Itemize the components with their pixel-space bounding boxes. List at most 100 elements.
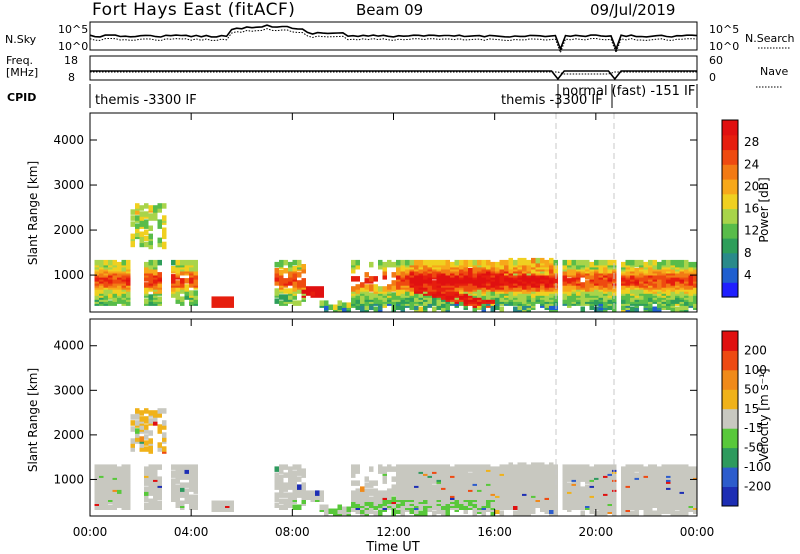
power-cell xyxy=(531,282,536,288)
power-cell xyxy=(423,278,428,284)
power-cell xyxy=(666,259,671,266)
power-cell xyxy=(355,259,360,266)
power-cell xyxy=(486,270,491,276)
power-cell xyxy=(553,259,558,266)
power-cell xyxy=(279,270,284,276)
velocity-cell xyxy=(382,490,387,496)
power-cell xyxy=(450,261,455,268)
velocity-cell xyxy=(549,462,554,468)
power-cell xyxy=(148,233,153,240)
velocity-cell xyxy=(121,502,126,508)
power-cell xyxy=(175,298,180,304)
velocity-cell xyxy=(148,468,153,474)
colorbar-swatch xyxy=(722,238,738,254)
velocity-cell xyxy=(148,444,153,450)
velocity-cell xyxy=(517,508,522,514)
velocity-cell xyxy=(135,436,140,442)
freq-left-bottom-tick: 8 xyxy=(68,71,75,84)
velocity-cell xyxy=(679,464,684,470)
velocity-cell xyxy=(279,498,284,504)
velocity-cell xyxy=(513,464,518,470)
power-cell xyxy=(517,304,522,310)
velocity-cell xyxy=(355,468,360,474)
nsearch-trace xyxy=(89,28,698,54)
velocity-cell xyxy=(648,464,653,470)
power-cell xyxy=(360,286,365,292)
velocity-cell xyxy=(603,470,608,476)
velocity-cell xyxy=(184,482,189,488)
velocity-cell xyxy=(396,478,401,484)
power-cell xyxy=(229,296,234,302)
power-cell xyxy=(193,270,198,276)
velocity-cell xyxy=(666,508,671,514)
velocity-cell xyxy=(99,464,104,470)
velocity-cell xyxy=(94,492,99,498)
velocity-cell xyxy=(369,508,374,514)
power-cell xyxy=(144,298,149,304)
velocity-cell xyxy=(157,446,162,452)
velocity-cell xyxy=(459,464,464,470)
velocity-cell xyxy=(679,494,684,500)
velocity-cell xyxy=(594,464,599,470)
power-cell xyxy=(432,270,437,276)
velocity-cell xyxy=(441,510,446,516)
power-cell xyxy=(351,296,356,302)
power-cell xyxy=(189,266,194,272)
colorbar-swatch xyxy=(722,267,738,283)
power-cell xyxy=(571,294,576,300)
velocity-cell xyxy=(292,504,297,510)
power-cell xyxy=(603,266,608,272)
velocity-cell xyxy=(153,464,158,470)
power-cell xyxy=(580,306,585,312)
velocity-cell xyxy=(157,424,162,430)
power-cell xyxy=(445,259,450,266)
velocity-cell xyxy=(472,476,477,482)
velocity-cell xyxy=(589,490,594,496)
power-cell xyxy=(364,272,369,278)
power-cell xyxy=(351,276,356,282)
velocity-cell xyxy=(157,500,162,506)
power-cell xyxy=(355,288,360,294)
velocity-cell xyxy=(409,464,414,470)
velocity-cell xyxy=(171,496,176,502)
power-cell xyxy=(193,266,198,272)
station-title: Fort Hays East (fitACF) xyxy=(92,0,295,20)
velocity-cell xyxy=(139,446,144,452)
power-cell xyxy=(378,304,383,310)
velocity-cell xyxy=(328,508,333,514)
velocity-cell xyxy=(144,408,149,414)
velocity-cell xyxy=(121,496,126,502)
velocity-cell xyxy=(144,490,149,496)
power-cell xyxy=(391,280,396,286)
velocity-cell xyxy=(144,502,149,508)
velocity-cell xyxy=(94,464,99,470)
freq-label-line1: Freq. xyxy=(6,54,33,67)
velocity-cell xyxy=(684,464,689,470)
power-cell xyxy=(630,306,635,312)
power-cell xyxy=(283,259,288,266)
colorbar-swatch xyxy=(722,486,738,507)
velocity-cell xyxy=(567,482,572,488)
power-cell xyxy=(148,264,153,270)
power-cell xyxy=(634,268,639,274)
power-cell xyxy=(436,259,441,266)
velocity-cell xyxy=(486,498,491,504)
power-cell xyxy=(288,261,293,268)
velocity-cell xyxy=(175,502,180,508)
colorbar-tick-label: 8 xyxy=(744,246,752,260)
velocity-cell xyxy=(553,464,558,470)
power-cell xyxy=(423,304,428,310)
velocity-cell xyxy=(549,508,554,514)
power-cell xyxy=(594,278,599,284)
power-cell xyxy=(612,259,617,266)
power-cell xyxy=(184,290,189,296)
y-tick-label: 3000 xyxy=(53,178,84,192)
power-cell xyxy=(648,306,653,312)
power-cell xyxy=(562,264,567,270)
velocity-cell xyxy=(450,466,455,472)
velocity-cell xyxy=(373,510,378,516)
velocity-cell xyxy=(135,414,140,420)
power-cell xyxy=(342,302,347,308)
power-cell xyxy=(144,229,149,235)
velocity-cell xyxy=(693,466,698,472)
